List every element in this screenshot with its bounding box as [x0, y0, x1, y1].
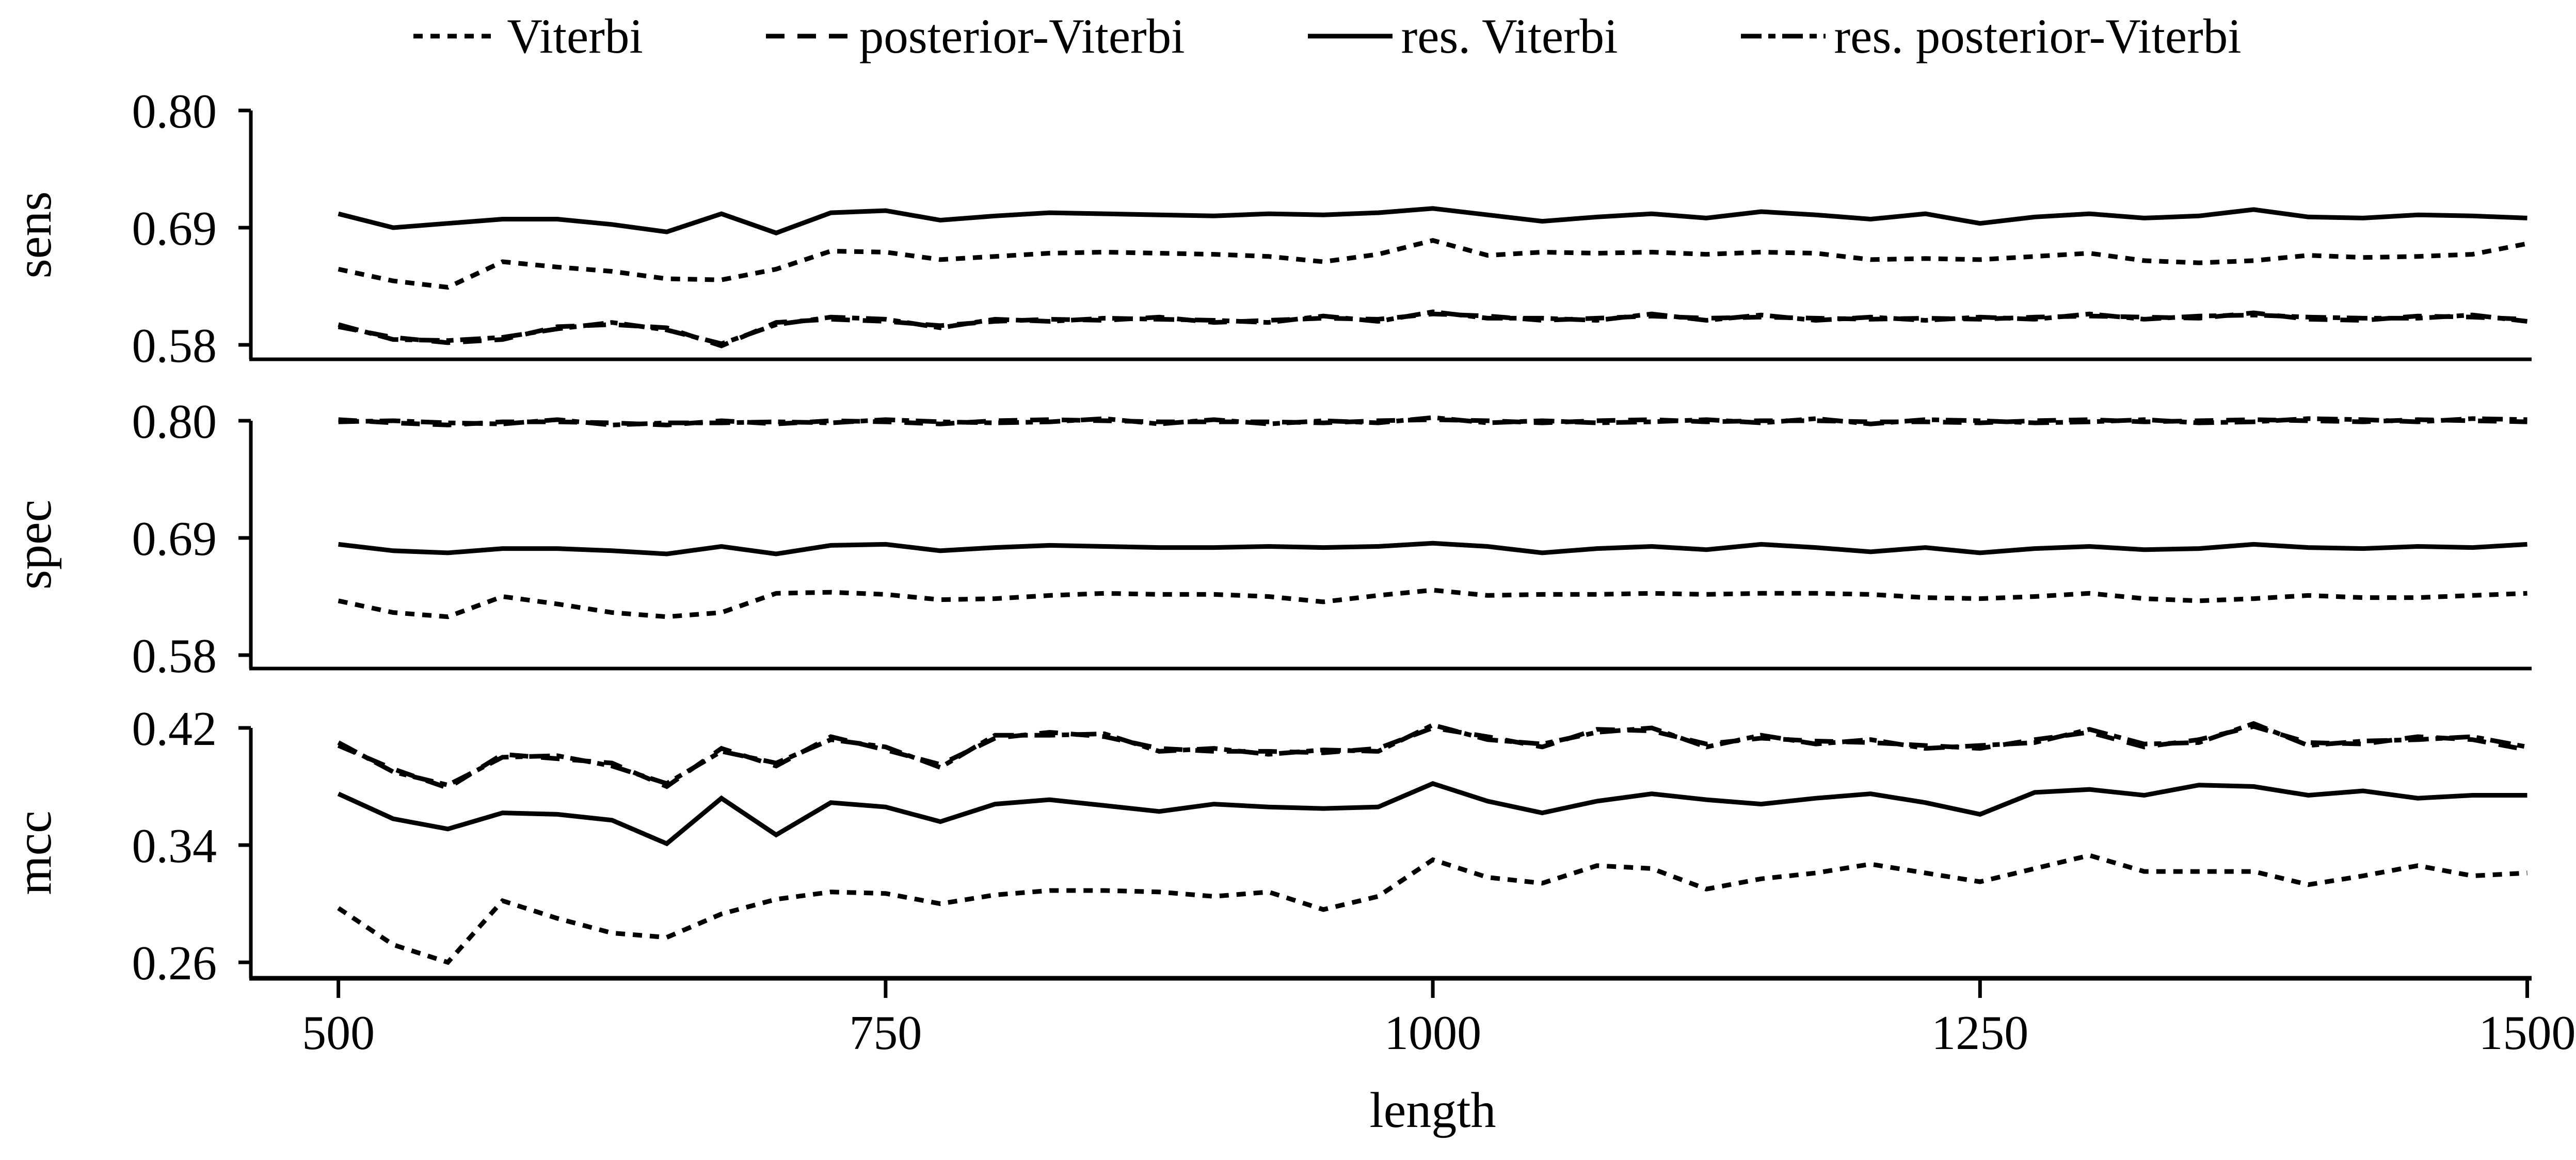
series-line-sens-viterbi [338, 238, 2528, 290]
x-tick-label: 1250 [1931, 1006, 2028, 1060]
y-axis-label-spec: spec [6, 499, 62, 590]
series-line-mcc-res_viterbi [337, 781, 2527, 847]
series-line-sens-res_posterior [338, 309, 2528, 346]
y-tick-label-sens: 0.58 [132, 319, 217, 373]
series-line-mcc-posterior [337, 724, 2528, 791]
y-tick-label-sens: 0.69 [132, 202, 217, 256]
x-tick-label: 1000 [1384, 1006, 1481, 1060]
series-line-spec-res_posterior [338, 415, 2527, 427]
y-axis-label-sens: sens [6, 191, 62, 279]
legend-item-posterior-viterbi: posterior-Viterbi [764, 9, 1185, 63]
x-tick-label: 1500 [2479, 1006, 2576, 1060]
y-tick-label-mcc: 0.42 [132, 702, 217, 756]
legend-label-viterbi: Viterbi [507, 9, 643, 63]
y-tick-label-mcc: 0.26 [132, 936, 217, 990]
series-line-sens-res_viterbi [338, 206, 2527, 236]
y-tick-label-spec: 0.69 [132, 512, 217, 566]
series-line-spec-res_viterbi [338, 541, 2527, 557]
legend: Viterbi posterior-Viterbi res. Viterbi r… [0, 9, 2576, 63]
y-tick-label-mcc: 0.34 [132, 819, 217, 873]
y-tick-label-spec: 0.58 [132, 629, 217, 683]
series-line-mcc-res_posterior [337, 721, 2528, 788]
legend-label-res-viterbi: res. Viterbi [1401, 9, 1618, 63]
dotted-line-sample-icon [413, 34, 499, 39]
solid-line-sample-icon [1307, 34, 1393, 39]
dashdot-line-sample-icon [1740, 34, 1826, 39]
legend-label-posterior-viterbi: posterior-Viterbi [859, 9, 1185, 63]
legend-item-res-posterior-viterbi: res. posterior-Viterbi [1739, 9, 2242, 63]
legend-item-res-viterbi: res. Viterbi [1306, 9, 1618, 63]
y-tick-label-spec: 0.80 [132, 395, 217, 449]
x-tick-label: 750 [849, 1006, 922, 1060]
legend-label-res-posterior-viterbi: res. posterior-Viterbi [1834, 9, 2242, 63]
x-axis-label: length [1369, 1083, 1496, 1138]
y-tick-label-sens: 0.80 [132, 85, 217, 138]
legend-item-viterbi: Viterbi [412, 9, 643, 63]
dashed-line-sample-icon [765, 34, 851, 39]
x-tick-label: 500 [302, 1006, 375, 1060]
y-axis-label-mcc: mcc [6, 811, 62, 895]
series-line-spec-viterbi [338, 587, 2527, 619]
series-line-mcc-viterbi [337, 853, 2527, 965]
